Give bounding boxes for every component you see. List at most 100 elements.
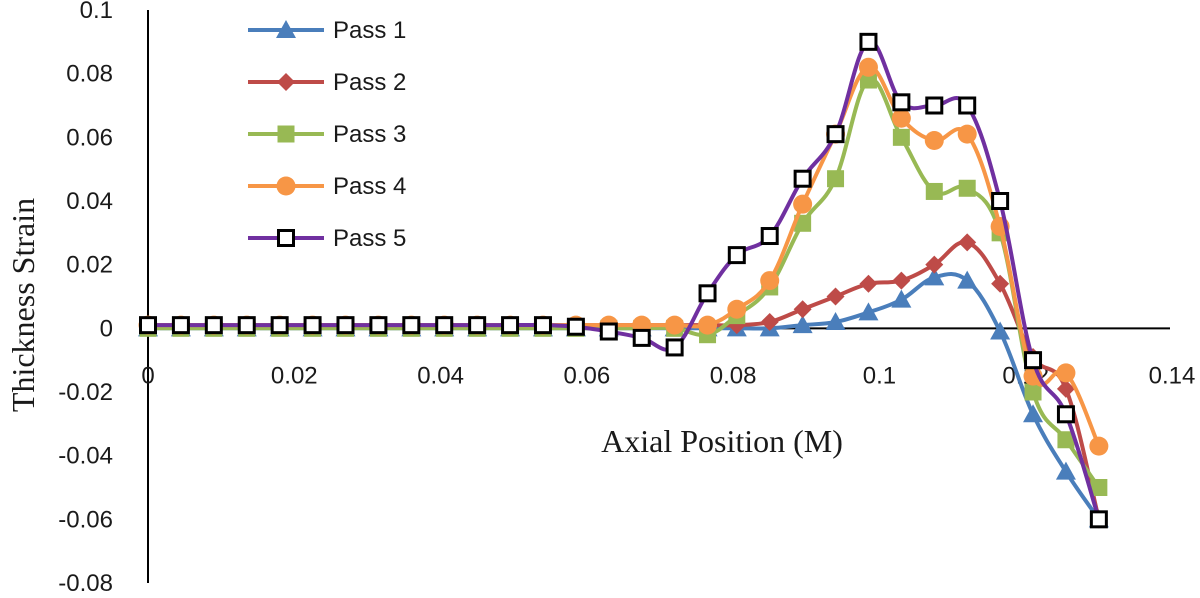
series-1 — [138, 267, 1109, 528]
data-point — [892, 93, 911, 112]
data-point — [760, 227, 779, 246]
data-point — [727, 246, 746, 265]
data-point — [891, 289, 912, 308]
legend-label: Pass 4 — [333, 173, 406, 200]
x-tick-label: 0.08 — [710, 362, 757, 389]
data-point — [1024, 351, 1043, 370]
data-point — [1055, 461, 1076, 480]
data-point — [892, 271, 911, 290]
data-point — [859, 274, 878, 293]
legend: Pass 1 Pass 2 Pass 3 Pass 4 Pass 5 — [248, 17, 406, 252]
legend-marker — [277, 229, 295, 247]
data-point — [270, 316, 289, 335]
data-point — [1056, 405, 1075, 424]
x-tick-label: 0.1 — [863, 362, 896, 389]
data-point — [958, 179, 976, 197]
data-point — [1056, 363, 1076, 383]
legend-marker — [277, 73, 295, 91]
data-point — [698, 284, 717, 303]
y-tick-label: 0.08 — [66, 61, 113, 88]
legend-item: Pass 3 — [248, 121, 406, 148]
legend-item: Pass 5 — [248, 225, 406, 252]
legend-marker — [276, 20, 296, 38]
data-point — [826, 287, 845, 306]
data-point — [859, 32, 878, 51]
data-point — [1056, 379, 1075, 398]
legend-label: Pass 1 — [333, 17, 406, 44]
data-point — [204, 316, 223, 335]
data-point — [892, 128, 910, 146]
data-point — [858, 302, 879, 321]
series-5 — [139, 32, 1108, 529]
y-tick-label: -0.06 — [58, 506, 113, 533]
data-point — [990, 321, 1011, 340]
data-point — [665, 315, 685, 335]
data-point — [1090, 479, 1108, 496]
data-point — [825, 311, 846, 330]
data-point — [533, 316, 552, 335]
y-tick-label: 0.04 — [66, 188, 113, 215]
x-tick-label: 0.02 — [271, 362, 318, 389]
data-point — [760, 271, 780, 291]
data-point — [237, 316, 256, 335]
data-point — [139, 316, 157, 335]
series-layer — [138, 32, 1109, 529]
data-point — [369, 316, 388, 335]
data-point — [1057, 431, 1075, 449]
data-point — [924, 267, 945, 286]
y-axis-title: Thickness Strain — [5, 198, 41, 412]
data-point — [991, 274, 1010, 293]
data-point — [566, 317, 585, 336]
y-tick-label: -0.08 — [58, 570, 113, 597]
data-point — [1089, 436, 1109, 456]
y-tick-label: 0.1 — [80, 0, 113, 24]
data-point — [957, 270, 978, 289]
series-line — [146, 272, 1101, 522]
data-point — [468, 316, 487, 335]
data-point — [925, 182, 943, 200]
data-point — [303, 316, 322, 335]
y-tick-label: 0.06 — [66, 124, 113, 151]
x-tick-label: 0 — [141, 362, 154, 389]
x-tick-labels: 00.020.040.060.080.10.120.14 — [141, 362, 1195, 389]
data-point — [793, 169, 812, 188]
data-point — [793, 194, 813, 214]
y-tick-label: -0.02 — [58, 379, 113, 406]
data-point — [599, 322, 618, 341]
x-tick-label: 0.14 — [1149, 362, 1196, 389]
data-point — [632, 328, 651, 347]
legend-label: Pass 5 — [333, 225, 406, 252]
data-point — [925, 255, 944, 274]
data-point — [1089, 510, 1108, 529]
data-point — [171, 316, 190, 335]
data-point — [336, 316, 355, 335]
x-axis-title: Axial Position (M) — [601, 423, 843, 459]
data-point — [727, 299, 747, 319]
legend-marker — [276, 176, 296, 196]
data-point — [958, 233, 977, 252]
legend-item: Pass 4 — [248, 173, 406, 200]
legend-item: Pass 2 — [248, 69, 406, 96]
data-point — [924, 131, 944, 151]
data-point — [792, 315, 813, 334]
data-point — [991, 192, 1010, 210]
data-point — [1023, 404, 1044, 423]
data-point — [402, 316, 421, 335]
legend-label: Pass 3 — [333, 121, 406, 148]
data-point — [827, 170, 845, 188]
data-point — [826, 125, 845, 144]
axes — [147, 10, 1170, 583]
data-point — [1024, 383, 1042, 401]
data-point — [760, 312, 779, 331]
data-point — [858, 57, 878, 77]
data-point — [698, 315, 718, 335]
series-4 — [138, 57, 1109, 456]
x-tick-label: 0.04 — [417, 362, 464, 389]
data-point — [891, 108, 911, 128]
data-point — [665, 338, 684, 357]
y-tick-label: 0 — [100, 315, 113, 342]
data-point — [925, 96, 944, 115]
data-point — [957, 124, 977, 144]
y-tick-label: 0.02 — [66, 252, 113, 279]
data-point — [435, 316, 454, 335]
